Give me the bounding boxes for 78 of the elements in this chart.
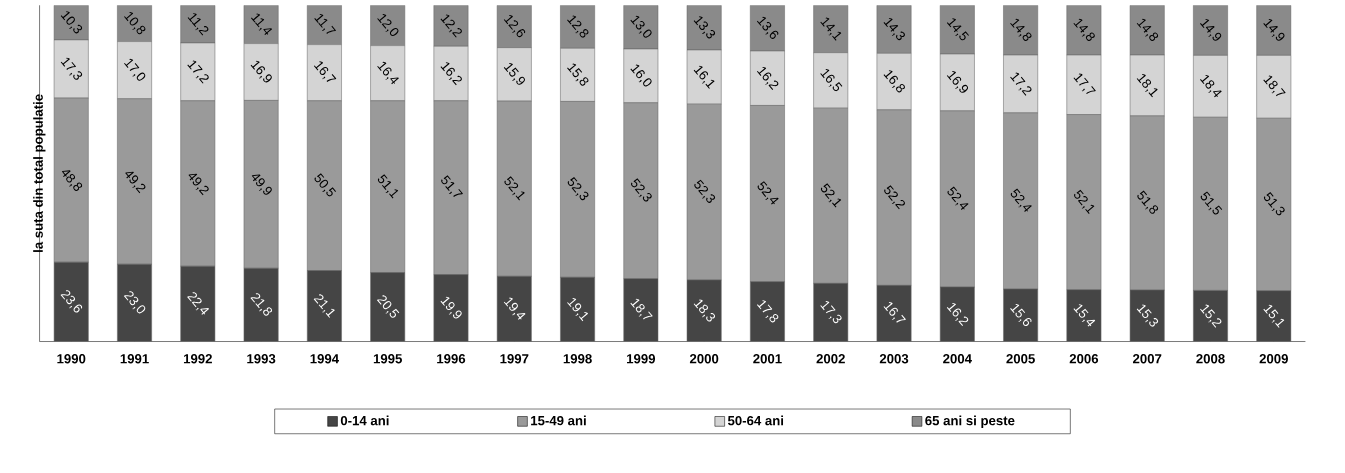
data-label: 14,9 — [1200, 18, 1222, 41]
legend-label: 50-64 ani — [727, 415, 784, 426]
bar — [876, 284, 912, 342]
data-label: 16,5 — [820, 68, 843, 91]
bar — [686, 279, 722, 342]
bar — [1193, 289, 1228, 342]
bar — [876, 5, 912, 54]
x-tick-label: 1997 — [500, 353, 529, 364]
x-tick-label: 1995 — [373, 353, 402, 364]
x-tick-label: 2000 — [689, 353, 719, 364]
bar — [1066, 289, 1102, 342]
bar — [496, 275, 532, 342]
data-label: 18,4 — [1200, 74, 1222, 98]
data-label: 14,8 — [1136, 18, 1159, 41]
data-label: 14,9 — [1263, 18, 1285, 41]
x-tick-label: 2001 — [753, 353, 782, 364]
bar — [1129, 289, 1165, 342]
data-label: 14,8 — [1073, 18, 1095, 41]
bar — [370, 272, 406, 342]
data-label: 17,3 — [60, 57, 83, 80]
bar — [117, 263, 152, 342]
bar — [813, 5, 849, 53]
data-label: 18,7 — [1263, 75, 1286, 96]
bar — [243, 267, 279, 342]
bar — [433, 274, 469, 342]
data-label: 11,7 — [314, 13, 337, 34]
data-label: 16,9 — [946, 70, 969, 93]
data-label: 11,4 — [250, 13, 273, 35]
x-tick-label: 2006 — [1069, 353, 1099, 364]
bar — [813, 282, 849, 342]
data-label: 15,6 — [1010, 303, 1032, 326]
legend-label: 0-14 ani — [340, 415, 389, 426]
bar — [1003, 288, 1039, 342]
bar — [750, 281, 785, 342]
data-label: 14,8 — [1010, 18, 1032, 41]
x-tick-label: 2005 — [1006, 353, 1035, 364]
data-label: 16,9 — [250, 60, 272, 83]
bar — [180, 265, 216, 342]
bar — [939, 286, 975, 342]
data-label: 18,7 — [630, 298, 653, 320]
bar — [306, 270, 342, 342]
data-label: 51,7 — [441, 175, 463, 197]
y-axis-title: la suta din total populatie — [33, 94, 46, 252]
data-label: 48,8 — [61, 170, 83, 191]
bar — [623, 278, 659, 342]
legend-label: 65 ani si peste — [925, 415, 1015, 428]
bar — [1256, 5, 1292, 56]
data-label: 16,7 — [883, 301, 906, 323]
x-tick-label: 1998 — [563, 353, 592, 364]
x-tick-label: 1996 — [437, 353, 466, 364]
data-label: 19,9 — [440, 296, 462, 319]
bar — [1193, 5, 1228, 56]
data-label: 13,0 — [630, 15, 652, 38]
x-tick-label: 1999 — [627, 353, 656, 364]
x-tick-label: 2008 — [1196, 353, 1225, 364]
data-label: 49,2 — [188, 173, 209, 196]
data-label: 12,0 — [377, 13, 399, 36]
data-label: 15,9 — [503, 62, 526, 85]
bar — [560, 276, 595, 342]
x-tick-label: 2003 — [879, 353, 909, 364]
x-tick-label: 2009 — [1259, 353, 1288, 364]
x-tick-label: 2004 — [943, 353, 972, 364]
x-tick-label: 1990 — [57, 353, 86, 364]
data-label: 17,0 — [124, 58, 146, 81]
x-tick-label: 1994 — [310, 353, 339, 364]
data-label: 49,2 — [125, 171, 146, 194]
x-tick-label: 1992 — [183, 353, 212, 364]
data-label: 49,9 — [251, 174, 272, 195]
x-tick-label: 1991 — [120, 353, 149, 364]
x-tick-label: 1993 — [247, 353, 276, 364]
data-label: 16,7 — [313, 61, 337, 82]
data-label: 17,7 — [1073, 73, 1096, 94]
x-tick-label: 2002 — [816, 353, 845, 364]
legend-label: 15-49 ani — [531, 415, 586, 426]
bar — [53, 261, 89, 342]
data-label: 13,6 — [756, 16, 779, 39]
bar — [1256, 290, 1292, 342]
x-tick-label: 2007 — [1132, 353, 1162, 364]
